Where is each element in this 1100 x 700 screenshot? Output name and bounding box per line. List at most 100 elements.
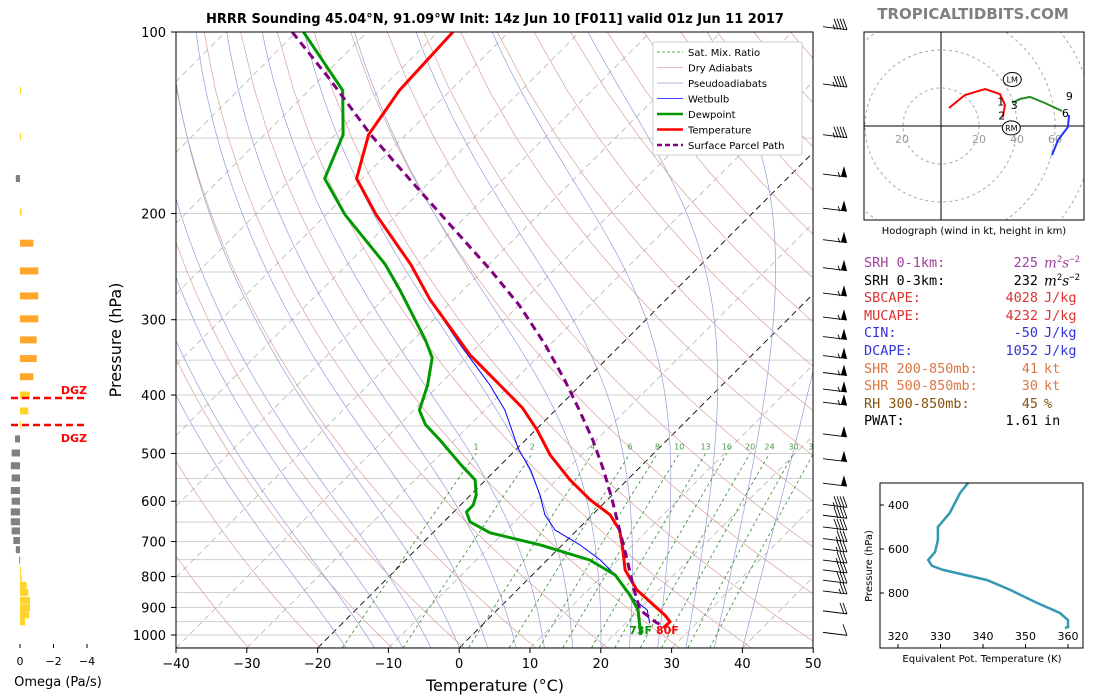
pseudoadiabat (415, 32, 633, 648)
isotherm (671, 506, 813, 648)
omega-bar (20, 355, 37, 363)
stat-unit: in (1044, 413, 1061, 430)
isotherm (459, 293, 813, 648)
wind-barbs (822, 18, 848, 636)
isotherm (176, 32, 722, 578)
barb-staff (822, 610, 848, 615)
barb-feather (839, 571, 845, 584)
barb-feather (836, 571, 842, 584)
wind-barb (822, 450, 848, 463)
isotherm (176, 32, 368, 224)
y-tick-label: 300 (141, 314, 166, 329)
omega-bar (20, 315, 39, 323)
barb-pennant (841, 347, 847, 359)
barb-staff (822, 401, 848, 406)
omega-bar (15, 175, 20, 183)
stat-label: MUCAPE: (864, 307, 921, 324)
mixing-ratio-label: 20 (745, 442, 755, 451)
omega-bar (13, 536, 20, 544)
barb-staff (822, 83, 848, 88)
barb-staff (822, 355, 848, 359)
barb-pennant (841, 394, 847, 406)
wind-barb (822, 507, 848, 519)
barb-feather (839, 496, 845, 508)
omega-bar (20, 239, 34, 247)
storm-motion-label: LM (1007, 75, 1018, 84)
mixing-ratio-label: 13 (700, 442, 710, 451)
hodograph-frame (863, 31, 1085, 221)
isotherm (317, 151, 813, 648)
wind-barb (822, 394, 848, 406)
barb-feather (842, 518, 848, 531)
stat-label: SHR 200-850mb: (864, 360, 978, 377)
barb-feather (836, 518, 842, 531)
legend-label: Temperature (687, 126, 751, 137)
pseudoadiabat (587, 32, 718, 648)
barb-staff (822, 482, 848, 487)
dry-adiabat (240, 32, 680, 648)
x-tick-label: −20 (304, 657, 331, 672)
mixing-ratio-line (661, 453, 770, 648)
barb-pennant (841, 259, 847, 271)
barb-feather (842, 530, 848, 542)
pseudoadiabat (176, 79, 460, 648)
barb-half-feather (837, 334, 841, 340)
stat-unit: kt (1044, 360, 1061, 377)
x-tick-label: −30 (233, 657, 260, 672)
dry-adiabat (533, 32, 813, 367)
legend-label: Sat. Mix. Ratio (688, 48, 760, 59)
barb-feather (842, 496, 848, 508)
theta-e-y-tick-label: 800 (888, 587, 909, 600)
surface-temperature-label: 80F (656, 624, 679, 637)
omega-bar (20, 267, 39, 275)
y-tick-label: 200 (141, 208, 166, 223)
isotherm (388, 222, 813, 648)
dry-adiabat (386, 32, 813, 548)
hodograph-height-label: 3 (1011, 99, 1018, 112)
stat-value: 225 (1013, 255, 1038, 271)
stat-row: RH 300-850mb: 45% (864, 396, 1094, 414)
barb-feather (839, 561, 845, 574)
plot-frame (175, 31, 814, 649)
wind-barb (822, 475, 848, 487)
barb-half-feather (832, 132, 836, 138)
omega-bar (20, 618, 26, 626)
barb-pennant (841, 328, 847, 340)
y-tick-label: 900 (141, 601, 166, 616)
barb-pennant (841, 200, 847, 212)
stat-unit: % (1044, 395, 1053, 412)
mixing-ratio-line (562, 453, 680, 648)
wind-barb (822, 530, 848, 543)
barb-staff (822, 207, 848, 212)
stat-unit-part: m (1044, 255, 1057, 272)
wind-barb (822, 126, 848, 139)
omega-bar (20, 604, 31, 612)
barb-pennant (841, 475, 847, 487)
wind-barb (822, 540, 848, 553)
barb-half-feather (835, 536, 839, 542)
parcel-path-line (291, 32, 665, 628)
stat-value: 4232 (1005, 307, 1038, 324)
barb-pennant (841, 309, 847, 321)
omega-bar (11, 474, 20, 482)
barb-staff (822, 26, 848, 31)
dry-adiabat (176, 555, 249, 648)
barb-staff (822, 267, 848, 272)
barb-half-feather (837, 353, 841, 359)
wind-barb (822, 364, 848, 376)
stat-unit-part: −2 (1069, 272, 1081, 283)
wind-barb (822, 231, 848, 244)
dry-adiabat (176, 241, 465, 648)
barb-feather (833, 75, 839, 88)
barb-pennant (841, 425, 847, 437)
wind-barb (822, 425, 848, 438)
barb-staff (822, 372, 848, 376)
y-tick-label: 600 (141, 495, 166, 510)
dry-adiabat (570, 32, 813, 323)
omega-bar (20, 588, 29, 596)
omega-bar (11, 497, 20, 505)
barb-feather (842, 624, 848, 636)
stat-unit-part: 2 (1056, 255, 1063, 265)
omega-bar (20, 336, 37, 344)
barb-feather (839, 126, 845, 138)
